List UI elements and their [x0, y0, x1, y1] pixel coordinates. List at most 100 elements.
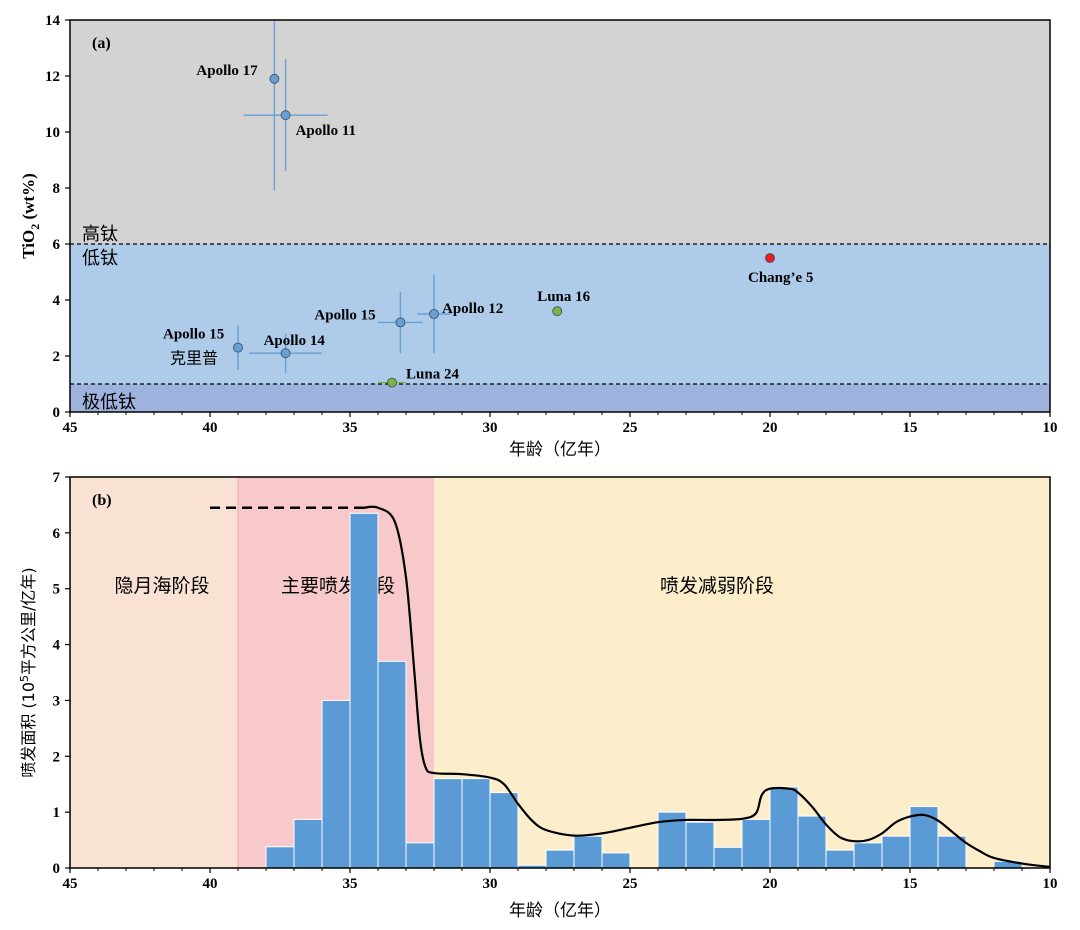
histogram-bar-14: [685, 821, 715, 869]
point-marker: [280, 110, 291, 121]
histogram-bar-21: [881, 835, 911, 869]
x-tick-label: 30: [483, 420, 498, 436]
scatter-point-0: Apollo 17: [196, 20, 280, 191]
ylabel-suffix: 平方公里/亿年): [19, 567, 38, 675]
region-label-1: 低钛: [82, 248, 118, 269]
histogram-bar-18: [797, 815, 827, 869]
y-tick-label: 12: [45, 69, 60, 85]
histogram-bar-23: [937, 835, 967, 869]
region-label-2: 极低钛: [82, 392, 136, 413]
panel-b-label: (b): [92, 492, 112, 509]
y-tick-label: 6: [53, 526, 61, 542]
point-label: Chang’e 5: [748, 270, 813, 286]
x-tick-label: 25: [623, 876, 638, 892]
panel-a-ylabel: TiO2 (wt%): [19, 173, 42, 259]
panel-a-label: (a): [92, 35, 111, 52]
phase-label-2: 喷发减弱阶段: [660, 575, 774, 597]
phase-label-0: 隐月海阶段: [114, 575, 209, 597]
x-tick-label: 15: [903, 876, 918, 892]
histogram-bar-11: [573, 835, 603, 869]
point-marker: [233, 342, 243, 353]
y-tick-label: 8: [53, 181, 61, 197]
histogram-bar-4: [377, 660, 407, 869]
histogram-bar-0: [265, 846, 295, 869]
y-tick-label: 14: [45, 13, 61, 29]
region-2: [70, 384, 1050, 412]
y-tick-label: 4: [53, 638, 61, 654]
histogram-bar-15: [713, 846, 743, 869]
x-tick-label: 45: [63, 420, 78, 436]
histogram-bar-8: [489, 792, 519, 869]
point-label: Luna 16: [537, 289, 590, 305]
y-tick-label: 6: [53, 237, 61, 253]
scatter-point-5: Chang’e 5: [748, 253, 813, 286]
point-label: Apollo 15: [163, 327, 224, 343]
histogram-bar-5: [405, 842, 435, 869]
point-marker: [765, 253, 775, 263]
histogram-bar-7: [461, 778, 491, 869]
scatter-point-7: Apollo 14: [249, 333, 325, 373]
y-tick-label: 0: [53, 405, 61, 421]
histogram-bar-16: [741, 818, 771, 869]
region-label-0: 高钛: [82, 224, 118, 245]
histogram-bar-20: [853, 842, 883, 869]
ylabel-main: TiO: [19, 230, 38, 259]
phase-region-0: [70, 477, 238, 868]
y-tick-label: 10: [45, 125, 60, 141]
panel-b-frame: [69, 476, 1051, 869]
x-tick-label: 45: [63, 876, 78, 892]
y-tick-label: 4: [53, 293, 61, 309]
point-marker: [429, 309, 439, 319]
scatter-point-2: Apollo 15: [314, 291, 423, 354]
x-tick-label: 30: [483, 876, 498, 892]
y-tick-label: 0: [53, 861, 61, 877]
x-tick-label: 20: [763, 420, 778, 436]
y-tick-label: 7: [53, 470, 61, 486]
x-tick-label: 35: [343, 420, 358, 436]
panel-a-xlabel: 年龄（亿年）: [509, 440, 611, 460]
point-marker: [269, 73, 280, 84]
scatter-point-1: Apollo 11: [243, 59, 356, 172]
point-marker: [387, 377, 397, 388]
x-tick-label: 25: [623, 420, 638, 436]
scatter-point-4: Luna 16: [537, 289, 591, 317]
point-marker: [280, 348, 291, 359]
x-tick-label: 15: [903, 420, 918, 436]
histogram-bar-12: [601, 852, 631, 869]
panel-b-xlabel: 年龄（亿年）: [509, 901, 611, 921]
scatter-point-6: Apollo 15 克里普: [163, 325, 243, 370]
y-tick-label: 2: [53, 349, 61, 365]
point-label: Luna 24: [406, 367, 459, 383]
histogram-bar-17: [769, 786, 799, 869]
point-label: Apollo 17: [196, 63, 258, 79]
y-tick-label: 3: [53, 693, 61, 709]
histogram-bar-3: [349, 512, 379, 869]
x-tick-label: 40: [203, 876, 218, 892]
point-label: Apollo 14: [264, 333, 326, 349]
histogram-bar-19: [825, 849, 855, 869]
scatter-point-3: Apollo 12: [417, 274, 503, 354]
point-label: Apollo 12: [442, 301, 503, 317]
scatter-point-8: Luna 24: [378, 367, 459, 388]
y-tick-label: 5: [53, 582, 61, 598]
point-label-2: 克里普: [170, 349, 218, 368]
panel-b-ylabel: 喷发面积 (105平方公里/亿年): [18, 567, 38, 777]
x-tick-label: 40: [203, 420, 218, 436]
histogram-bar-6: [433, 778, 463, 869]
region-0: [70, 20, 1050, 244]
ylabel-prefix: 喷发面积 (10: [19, 682, 38, 778]
phase-region-2: [434, 477, 1050, 868]
ylabel-unit: (wt%): [19, 173, 38, 224]
y-tick-label: 1: [53, 805, 61, 821]
histogram-bar-10: [545, 849, 575, 869]
ylabel-sup: 5: [18, 675, 31, 682]
ylabel-sub: 2: [28, 224, 42, 230]
point-label: Apollo 11: [296, 123, 356, 139]
envelope-curve: [363, 505, 1051, 868]
histogram-bar-2: [321, 699, 351, 869]
point-marker: [395, 317, 406, 328]
histogram-bar-1: [293, 818, 323, 869]
